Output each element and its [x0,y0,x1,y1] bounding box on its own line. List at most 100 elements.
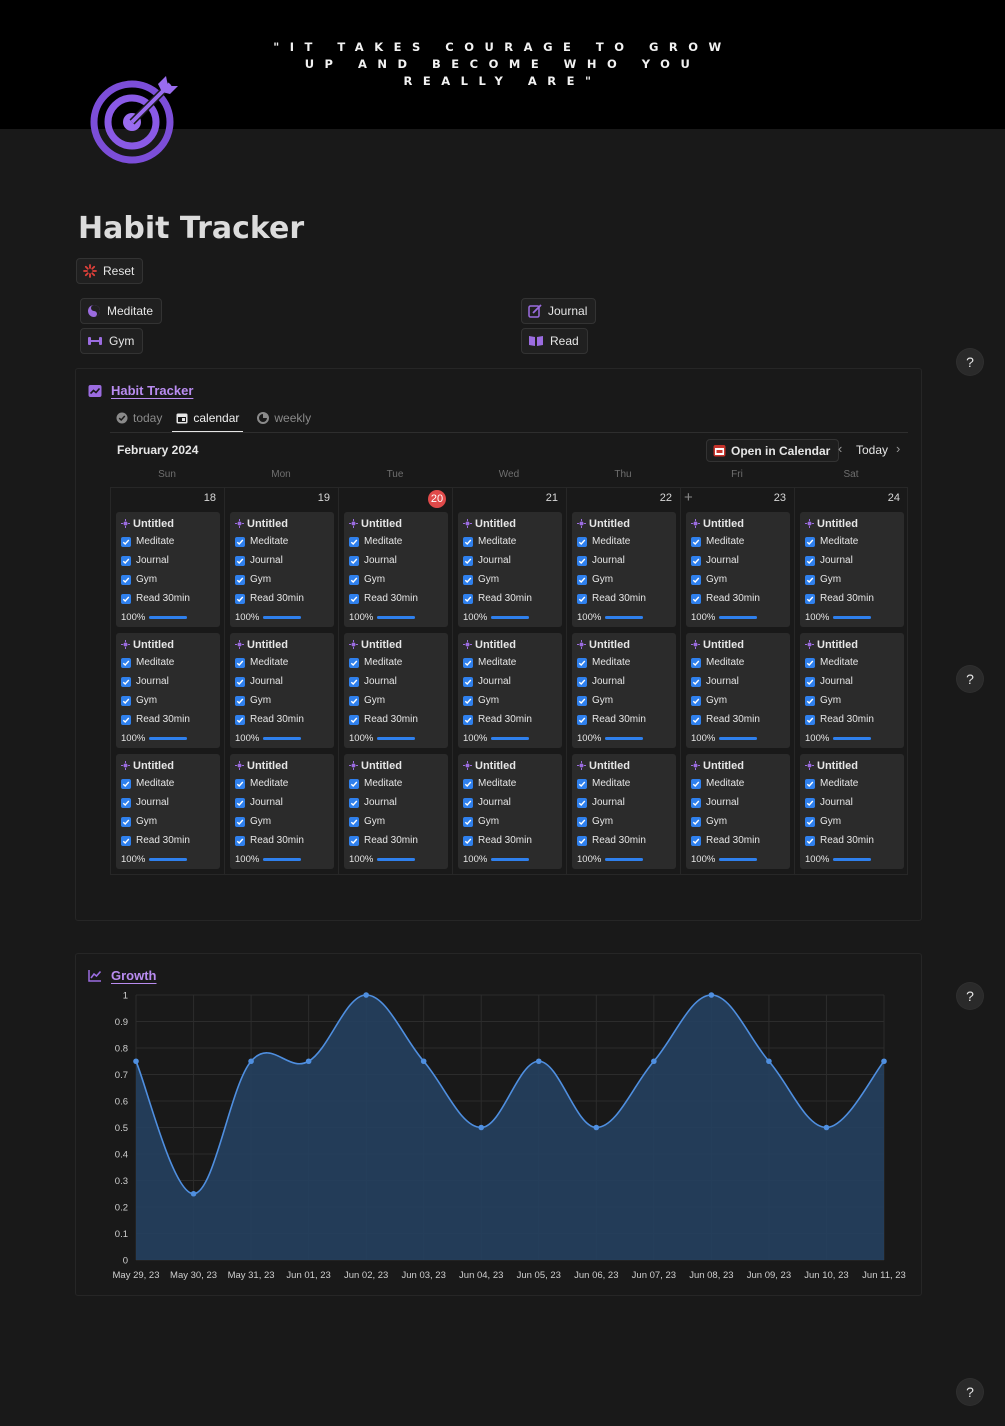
checkbox-checked[interactable] [349,816,359,827]
checkbox-checked[interactable] [805,593,815,604]
checkbox-checked[interactable] [463,536,473,547]
checkbox-checked[interactable] [463,778,473,789]
checkbox-checked[interactable] [805,816,815,827]
checkbox-checked[interactable] [577,657,587,668]
habit-entry-card[interactable]: Untitled Meditate Journal Gym Read 30min 100% [116,633,220,748]
habit-entry-card[interactable]: Untitled Meditate Journal Gym Read 30min 100% [572,633,676,748]
habit-entry-card[interactable]: Untitled Meditate Journal Gym Read 30min 100% [230,754,334,869]
checkbox-checked[interactable] [121,657,131,668]
habit-entry-card[interactable]: Untitled Meditate Journal Gym Read 30min 100% [458,512,562,627]
checkbox-checked[interactable] [463,695,473,706]
checkbox-checked[interactable] [805,574,815,585]
checkbox-checked[interactable] [691,714,701,725]
habit-entry-card[interactable]: Untitled Meditate Journal Gym Read 30min 100% [686,512,790,627]
checkbox-checked[interactable] [463,593,473,604]
checkbox-checked[interactable] [691,835,701,846]
habit-entry-card[interactable]: Untitled Meditate Journal Gym Read 30min 100% [572,512,676,627]
checkbox-checked[interactable] [577,835,587,846]
habit-tracker-db-title[interactable]: Habit Tracker [88,383,193,398]
checkbox-checked[interactable] [235,835,245,846]
checkbox-checked[interactable] [577,555,587,566]
habit-entry-card[interactable]: Untitled Meditate Journal Gym Read 30min 100% [230,633,334,748]
checkbox-checked[interactable] [691,574,701,585]
checkbox-checked[interactable] [121,797,131,808]
checkbox-checked[interactable] [121,714,131,725]
checkbox-checked[interactable] [805,835,815,846]
gym-button[interactable]: Gym [80,328,144,354]
checkbox-checked[interactable] [349,536,359,547]
checkbox-checked[interactable] [235,797,245,808]
checkbox-checked[interactable] [121,816,131,827]
habit-entry-card[interactable]: Untitled Meditate Journal Gym Read 30min 100% [458,633,562,748]
checkbox-checked[interactable] [349,574,359,585]
checkbox-checked[interactable] [349,593,359,604]
checkbox-checked[interactable] [577,536,587,547]
habit-entry-card[interactable]: Untitled Meditate Journal Gym Read 30min 100% [800,633,904,748]
checkbox-checked[interactable] [805,657,815,668]
checkbox-checked[interactable] [805,778,815,789]
checkbox-checked[interactable] [463,676,473,687]
reset-button[interactable]: Reset [76,258,144,284]
checkbox-checked[interactable] [121,695,131,706]
checkbox-checked[interactable] [577,676,587,687]
checkbox-checked[interactable] [805,797,815,808]
checkbox-checked[interactable] [805,555,815,566]
checkbox-checked[interactable] [121,536,131,547]
checkbox-checked[interactable] [349,695,359,706]
today-button[interactable]: Today [856,443,889,457]
checkbox-checked[interactable] [121,574,131,585]
tab-calendar[interactable]: calendar [172,405,244,433]
checkbox-checked[interactable] [691,676,701,687]
help-button[interactable]: ? [957,666,983,692]
checkbox-checked[interactable] [235,714,245,725]
checkbox-checked[interactable] [691,536,701,547]
checkbox-checked[interactable] [235,536,245,547]
checkbox-checked[interactable] [235,593,245,604]
habit-entry-card[interactable]: Untitled Meditate Journal Gym Read 30min 100% [686,754,790,869]
tab-weekly[interactable]: weekly [257,405,311,431]
checkbox-checked[interactable] [691,593,701,604]
growth-db-title[interactable]: Growth [88,968,157,983]
habit-entry-card[interactable]: Untitled Meditate Journal Gym Read 30min 100% [800,512,904,627]
checkbox-checked[interactable] [463,555,473,566]
checkbox-checked[interactable] [121,555,131,566]
habit-entry-card[interactable]: Untitled Meditate Journal Gym Read 30min 100% [344,754,448,869]
checkbox-checked[interactable] [691,797,701,808]
checkbox-checked[interactable] [463,574,473,585]
checkbox-checked[interactable] [235,555,245,566]
checkbox-checked[interactable] [235,778,245,789]
checkbox-checked[interactable] [577,574,587,585]
checkbox-checked[interactable] [805,714,815,725]
add-event-button[interactable]: + [684,489,693,506]
checkbox-checked[interactable] [691,555,701,566]
checkbox-checked[interactable] [235,695,245,706]
checkbox-checked[interactable] [349,676,359,687]
checkbox-checked[interactable] [691,816,701,827]
checkbox-checked[interactable] [805,676,815,687]
checkbox-checked[interactable] [463,797,473,808]
checkbox-checked[interactable] [121,593,131,604]
checkbox-checked[interactable] [577,797,587,808]
read-button[interactable]: Read [521,328,588,354]
checkbox-checked[interactable] [463,714,473,725]
next-week-button[interactable]: › [896,441,901,456]
checkbox-checked[interactable] [349,555,359,566]
checkbox-checked[interactable] [577,778,587,789]
prev-week-button[interactable]: ‹ [838,441,843,456]
habit-entry-card[interactable]: Untitled Meditate Journal Gym Read 30min 100% [572,754,676,869]
checkbox-checked[interactable] [463,816,473,827]
habit-entry-card[interactable]: Untitled Meditate Journal Gym Read 30min 100% [686,633,790,748]
habit-entry-card[interactable]: Untitled Meditate Journal Gym Read 30min 100% [116,754,220,869]
checkbox-checked[interactable] [691,657,701,668]
checkbox-checked[interactable] [463,835,473,846]
meditate-button[interactable]: Meditate [80,298,163,324]
help-button[interactable]: ? [957,983,983,1009]
checkbox-checked[interactable] [121,778,131,789]
checkbox-checked[interactable] [235,676,245,687]
habit-entry-card[interactable]: Untitled Meditate Journal Gym Read 30min 100% [116,512,220,627]
tab-today[interactable]: today [116,405,162,431]
checkbox-checked[interactable] [235,816,245,827]
checkbox-checked[interactable] [121,676,131,687]
checkbox-checked[interactable] [691,695,701,706]
checkbox-checked[interactable] [235,574,245,585]
